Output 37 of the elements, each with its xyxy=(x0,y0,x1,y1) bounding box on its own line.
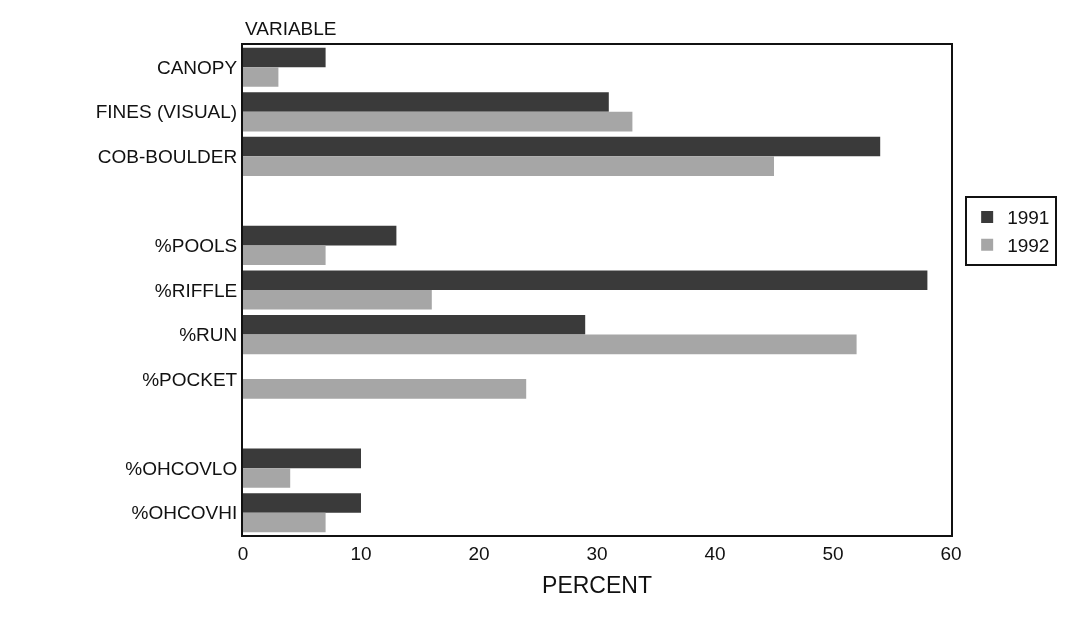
bar xyxy=(243,379,527,399)
y-tick-label: CANOPY xyxy=(156,56,238,78)
y-axis-title: VARIABLE xyxy=(245,18,337,39)
bar xyxy=(243,334,857,355)
bar xyxy=(243,493,361,513)
x-tick-label: 0 xyxy=(237,542,249,564)
x-tick-label: 40 xyxy=(704,542,726,564)
y-tick-label: %POOLS xyxy=(154,235,238,257)
bar xyxy=(243,245,326,266)
x-tick-label: 50 xyxy=(822,542,844,564)
bar xyxy=(243,111,633,132)
bar xyxy=(243,270,928,290)
bar xyxy=(243,290,432,310)
y-tick-label: %RUN xyxy=(179,324,238,346)
x-axis-title: PERCENT xyxy=(542,571,652,598)
bar xyxy=(243,512,326,533)
bar xyxy=(243,67,279,87)
bar xyxy=(243,92,609,112)
bar xyxy=(243,136,881,157)
bar xyxy=(243,468,291,488)
bar xyxy=(243,314,586,335)
legend-label: 1992 xyxy=(1007,235,1050,257)
y-tick-label: %OHCOVHI xyxy=(131,502,238,524)
y-tick-label: FINES (VISUAL) xyxy=(95,101,238,123)
legend-label: 1991 xyxy=(1007,207,1050,229)
x-tick-label: 60 xyxy=(940,542,962,564)
x-tick-label: 10 xyxy=(350,542,372,564)
y-tick-label: %RIFFLE xyxy=(154,279,238,301)
x-tick-label: 20 xyxy=(468,542,490,564)
bar xyxy=(243,448,361,469)
bar xyxy=(243,156,774,176)
bar xyxy=(243,225,397,246)
x-tick-label: 30 xyxy=(586,542,608,564)
y-tick-label: COB-BOULDER xyxy=(97,146,238,168)
y-tick-label: %POCKET xyxy=(142,368,238,390)
y-tick-label: %OHCOVLO xyxy=(125,457,238,479)
bar xyxy=(243,47,326,68)
